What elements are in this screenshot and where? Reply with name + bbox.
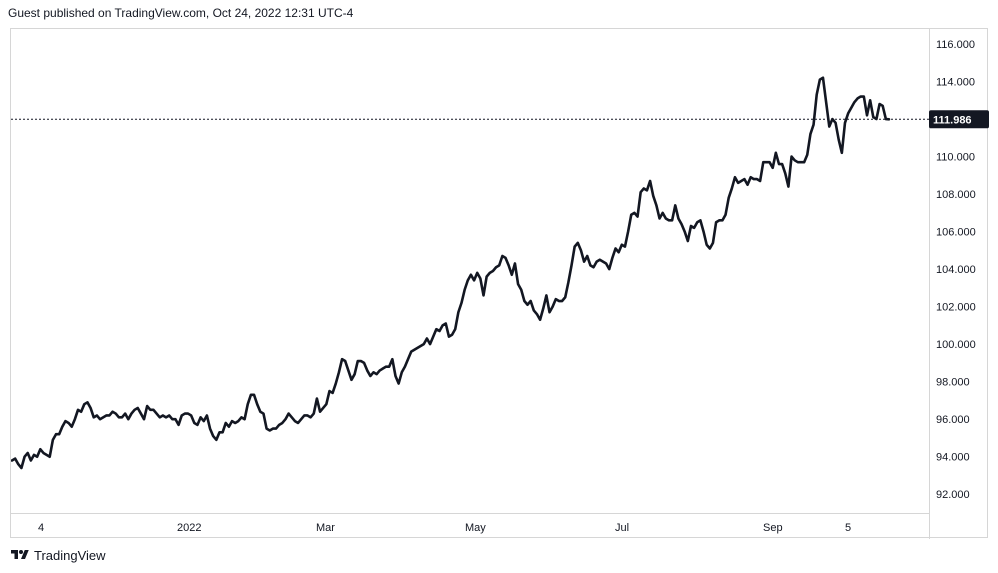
price-tick-label: 100.000: [936, 339, 976, 351]
time-tick-label: Mar: [316, 522, 335, 534]
last-price-label: 111.986: [929, 110, 989, 129]
time-tick-label: Jul: [615, 522, 629, 534]
price-tick-label: 92.000: [936, 489, 970, 501]
price-tick-label: 116.000: [936, 39, 975, 51]
price-axis[interactable]: 92.000 94.000 96.000 98.000 100.000 102.000 10…: [936, 39, 976, 501]
price-tick-label: 102.000: [936, 302, 976, 314]
price-tick-label: 106.000: [936, 227, 976, 239]
last-price-label-bg: [929, 110, 989, 129]
price-tick-label: 98.000: [936, 377, 970, 389]
time-tick-label: 2022: [177, 522, 201, 534]
chart-frame[interactable]: 92.000 94.000 96.000 98.000 100.000 102.000 10…: [10, 28, 989, 539]
time-tick-label: May: [465, 522, 486, 534]
time-tick-label: Sep: [763, 522, 783, 534]
price-chart[interactable]: 92.000 94.000 96.000 98.000 100.000 102.000 10…: [11, 29, 989, 539]
published-info: Guest published on TradingView.com, Oct …: [8, 6, 354, 20]
tradingview-brand[interactable]: TradingView: [10, 546, 106, 564]
brand-name: TradingView: [34, 547, 106, 563]
tradingview-logo-icon: [11, 550, 29, 559]
price-series-line: [11, 76, 891, 470]
time-tick-label: 4: [38, 522, 44, 534]
price-tick-label: 96.000: [936, 414, 970, 426]
price-tick-label: 94.000: [936, 452, 970, 464]
time-tick-label: 5: [845, 522, 851, 534]
price-tick-label: 108.000: [936, 189, 976, 201]
last-price-label-text: 111.986: [933, 114, 972, 126]
price-tick-label: 114.000: [936, 77, 975, 89]
price-tick-label: 110.000: [936, 152, 975, 164]
time-axis[interactable]: 4 2022 Mar May Jul Sep 5: [38, 522, 851, 534]
price-tick-label: 104.000: [936, 264, 976, 276]
